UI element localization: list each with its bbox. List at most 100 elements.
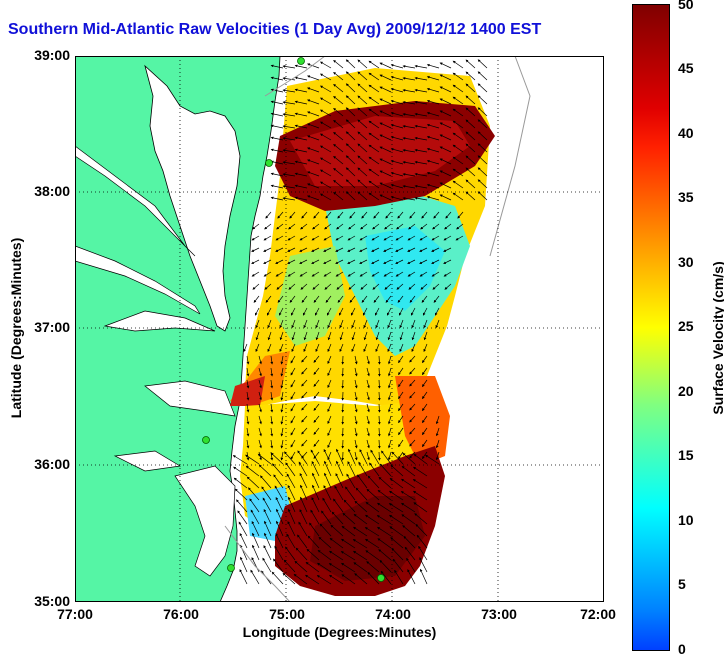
x-tick: 72:00 — [580, 606, 616, 622]
velocity-arrow — [443, 259, 452, 264]
velocity-arrow — [380, 570, 392, 585]
velocity-arrow — [366, 403, 370, 413]
velocity-arrow — [366, 439, 370, 449]
velocity-arrow — [307, 123, 320, 129]
velocity-arrow — [355, 487, 368, 501]
velocity-arrow — [379, 463, 392, 477]
velocity-arrow — [477, 95, 488, 105]
velocity-arrow — [282, 137, 296, 141]
velocity-arrow — [388, 379, 392, 389]
velocity-arrow — [345, 191, 356, 201]
velocity-arrow — [347, 271, 356, 277]
velocity-arrow — [353, 526, 368, 537]
velocity-arrow — [379, 74, 392, 81]
velocity-arrow — [368, 96, 380, 105]
velocity-arrow — [465, 83, 476, 93]
velocity-arrow — [294, 76, 308, 81]
velocity-arrow — [465, 167, 476, 177]
velocity-arrow — [477, 155, 488, 165]
velocity-arrow — [280, 391, 284, 401]
velocity-arrow — [368, 168, 380, 177]
velocity-arrow — [275, 247, 284, 252]
velocity-arrow — [336, 460, 344, 477]
velocity-arrow — [418, 545, 428, 561]
velocity-arrow — [286, 533, 296, 549]
velocity-arrow — [327, 355, 332, 365]
velocity-arrow — [277, 211, 284, 219]
velocity-arrow — [255, 319, 260, 329]
velocity-arrow — [390, 148, 404, 153]
velocity-arrow — [399, 331, 404, 341]
velocity-arrow — [377, 526, 392, 537]
velocity-arrow — [378, 549, 392, 561]
velocity-arrow — [347, 235, 356, 241]
velocity-arrow — [368, 156, 380, 165]
velocity-arrow — [435, 415, 440, 425]
velocity-arrow — [289, 295, 296, 303]
velocity-arrow — [426, 123, 440, 129]
velocity-arrow — [328, 563, 344, 573]
velocity-arrow — [270, 88, 284, 93]
velocity-arrow — [414, 76, 428, 81]
map-plot — [75, 56, 604, 602]
velocity-arrow — [421, 367, 428, 376]
velocity-arrow — [326, 307, 332, 316]
velocity-arrow — [327, 319, 332, 329]
velocity-arrow — [297, 534, 308, 549]
velocity-arrow — [367, 571, 380, 585]
x-tick: 75:00 — [269, 606, 305, 622]
velocity-arrow — [301, 367, 308, 375]
velocity-arrow — [288, 223, 296, 230]
y-tick: 38:00 — [34, 183, 70, 199]
velocity-arrow — [402, 148, 416, 153]
colorbar — [632, 4, 670, 651]
velocity-arrow — [270, 355, 274, 365]
velocity-arrow — [477, 83, 488, 93]
velocity-arrow — [307, 159, 320, 165]
velocity-arrow — [282, 161, 296, 165]
velocity-arrow — [379, 170, 392, 177]
velocity-arrow — [444, 283, 452, 290]
velocity-arrow — [327, 379, 332, 389]
velocity-arrow — [252, 544, 260, 561]
velocity-arrow — [286, 473, 296, 489]
velocity-arrow — [262, 557, 272, 573]
colorbar-tick: 15 — [678, 447, 694, 463]
velocity-arrow — [357, 131, 368, 141]
velocity-arrow — [402, 88, 416, 93]
velocity-arrow — [312, 472, 320, 489]
velocity-arrow — [366, 415, 370, 425]
velocity-arrow — [400, 491, 416, 501]
velocity-arrow — [465, 95, 476, 105]
velocity-arrow — [270, 452, 284, 465]
velocity-arrow — [264, 223, 272, 230]
velocity-arrow — [477, 59, 488, 69]
velocity-arrow — [439, 194, 452, 201]
velocity-arrow — [243, 343, 248, 353]
velocity-arrow — [426, 135, 440, 141]
velocity-arrow — [261, 486, 272, 501]
velocity-arrow — [289, 211, 296, 219]
velocity-arrow — [319, 97, 332, 105]
velocity-arrow — [477, 107, 488, 117]
velocity-arrow — [452, 180, 464, 189]
velocity-arrow — [335, 271, 344, 277]
velocity-arrow — [379, 62, 392, 69]
velocity-arrow — [279, 331, 284, 341]
velocity-arrow — [287, 521, 296, 537]
velocity-arrow — [403, 535, 416, 549]
velocity-arrow — [251, 235, 260, 241]
velocity-arrow — [419, 235, 428, 241]
velocity-arrow — [398, 355, 404, 364]
velocity-arrow — [387, 343, 392, 353]
velocity-arrow — [287, 484, 296, 501]
velocity-arrow — [357, 107, 368, 117]
velocity-arrow — [354, 500, 368, 513]
velocity-arrow — [398, 403, 404, 412]
velocity-arrow — [246, 427, 250, 437]
velocity-arrow — [251, 259, 260, 264]
velocity-arrow — [299, 271, 308, 277]
velocity-arrow — [294, 160, 308, 165]
velocity-arrow — [258, 415, 262, 425]
velocity-arrow — [246, 391, 250, 401]
